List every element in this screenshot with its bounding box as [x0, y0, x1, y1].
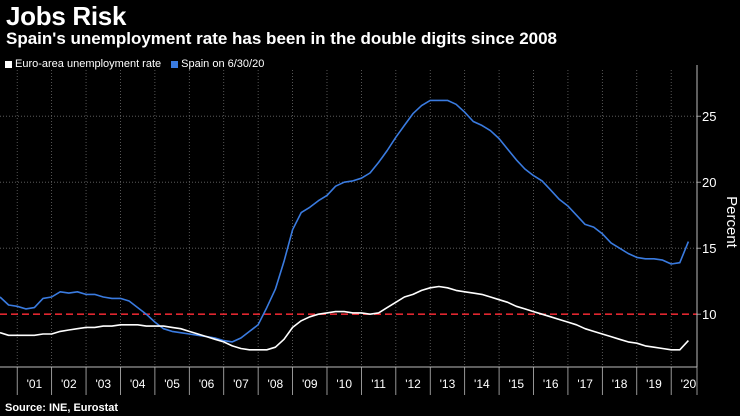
y-tick-label: 25	[702, 109, 716, 124]
x-tick-label: '11	[371, 377, 386, 391]
x-tick-label: '18	[612, 377, 628, 391]
x-tick-label: '20	[681, 377, 697, 391]
legend-swatch-euro-area	[5, 60, 12, 68]
y-tick-label: 15	[702, 241, 716, 256]
x-tick-label: '07	[233, 377, 249, 391]
legend-item-euro-area[interactable]: Euro-area unemployment rate	[5, 58, 161, 70]
x-tick-label: '15	[508, 377, 524, 391]
x-tick-label: '08	[268, 377, 284, 391]
series-line-spain	[0, 99, 690, 343]
grid-lines	[0, 70, 697, 367]
x-tick-label: '19	[646, 377, 662, 391]
y-tick-label: 10	[702, 307, 716, 322]
x-tick-label: '02	[61, 377, 77, 391]
x-tick-label: '01	[27, 377, 43, 391]
y-axis-label: Percent	[723, 196, 740, 249]
x-tick-label: '17	[577, 377, 593, 391]
x-tick-label: '14	[474, 377, 490, 391]
legend-swatch-spain	[171, 60, 179, 68]
y-tick-label: 20	[702, 175, 716, 190]
legend: Euro-area unemployment rate Spain on 6/3…	[5, 58, 274, 70]
source-note: Source: INE, Eurostat	[5, 402, 119, 414]
legend-item-spain[interactable]: Spain on 6/30/20	[171, 58, 264, 70]
x-tick-label: '04	[130, 377, 146, 391]
axes: '01 '02 '03 '04 '05 '06 '07 '08 '09 '10 '11 '12 '13 '…	[0, 65, 716, 395]
series-line-euro-area	[0, 285, 689, 351]
x-tick-label: '13	[440, 377, 456, 391]
x-tick-label: '10	[336, 377, 352, 391]
series-lines	[0, 99, 690, 351]
x-tick-label: '16	[543, 377, 559, 391]
legend-label-spain: Spain on 6/30/20	[181, 58, 265, 70]
x-tick-label: '06	[199, 377, 215, 391]
x-tick-label: '03	[95, 377, 111, 391]
legend-label-euro-area: Euro-area unemployment rate	[15, 58, 162, 70]
chart-subtitle: Spain's unemployment rate has been in th…	[6, 29, 558, 48]
x-tick-label: '12	[405, 377, 421, 391]
x-tick-label: '05	[164, 377, 180, 391]
chart-title: Jobs Risk	[6, 1, 127, 31]
x-tick-label: '09	[302, 377, 318, 391]
